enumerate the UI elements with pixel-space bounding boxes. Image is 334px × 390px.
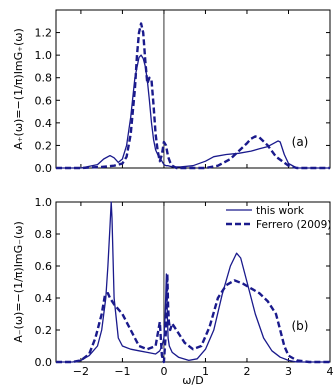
y-tick-label: 0.6 [35, 94, 53, 107]
y-tick-label: 0.6 [35, 260, 53, 273]
y-axis-label: A₋(ω)=−(1/π)ImG₋(ω) [12, 221, 25, 343]
y-tick-label: 0.4 [35, 292, 53, 305]
series-line-this-work [56, 54, 330, 169]
y-tick-label: 0.2 [35, 139, 53, 152]
x-tick-label: 2 [243, 365, 250, 378]
y-axis-label: A₊(ω)=−(1/π)ImG₊(ω) [12, 28, 25, 150]
plot-frame [55, 9, 331, 169]
series-line-ferrero [56, 22, 330, 170]
x-tick-label: 3 [285, 365, 292, 378]
x-tick-label: −2 [73, 365, 89, 378]
legend-entry: Ferrero (2009) [256, 219, 331, 231]
y-tick-label: 0.4 [35, 117, 53, 130]
plot-frame [55, 201, 331, 363]
y-tick-label: 1.0 [35, 196, 53, 209]
y-tick-label: 0.2 [35, 324, 53, 337]
legend: this work Ferrero (2009) [226, 205, 331, 231]
y-tick-label: 0.0 [35, 356, 53, 369]
x-tick-label: 4 [327, 365, 334, 378]
legend-entry: this work [256, 205, 305, 217]
x-tick-label: −1 [114, 365, 130, 378]
y-tick-label: 1.0 [35, 49, 53, 62]
panel-label: (b) [292, 319, 309, 333]
x-axis-label: ω/D [182, 374, 203, 387]
panel-a: 0.0 0.2 0.4 0.6 0.8 1.0 1.2 (a) A₊(ω)=−(1/π)ImG₊… [12, 9, 331, 175]
series-line-this-work [56, 201, 330, 363]
y-tick-label: 0.8 [35, 72, 53, 85]
x-tick-label: 1 [202, 365, 209, 378]
y-tick-label: 1.2 [35, 27, 53, 40]
y-tick-label: 0.0 [35, 162, 53, 175]
panel-label: (a) [292, 135, 309, 149]
y-tick-label: 0.8 [35, 228, 53, 241]
x-tick-label: 0 [160, 365, 167, 378]
series-line-ferrero [56, 272, 330, 364]
panel-b: −2 −1 0 1 2 3 4 0.0 0.2 0.4 0.6 0.8 1.0 (b) A₋(ω)=−(1/… [12, 196, 334, 387]
